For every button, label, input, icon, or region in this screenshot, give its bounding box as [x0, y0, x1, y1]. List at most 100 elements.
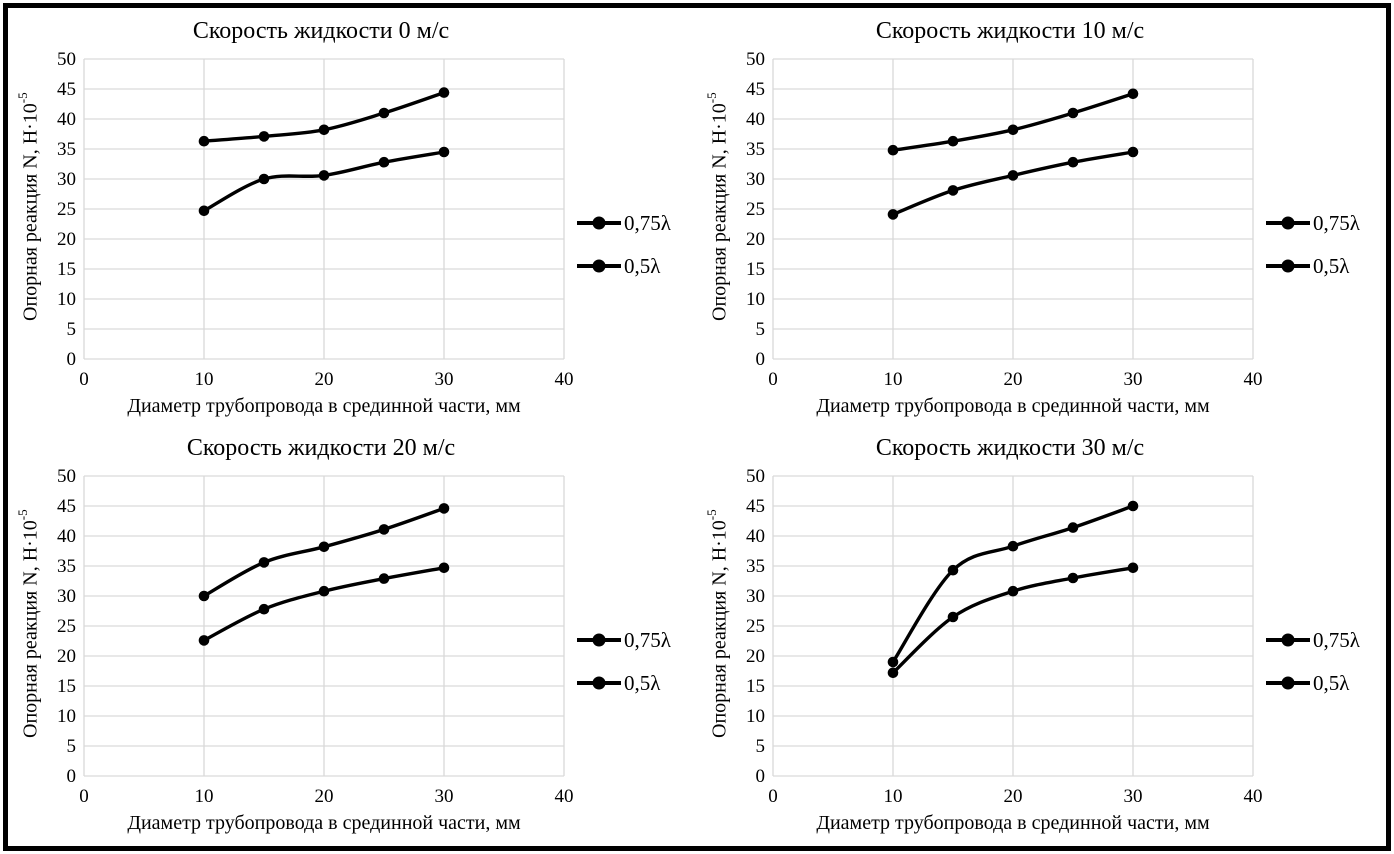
- y-tick-label: 35: [746, 556, 765, 577]
- y-tick-label: 50: [57, 49, 76, 70]
- data-point: [1067, 108, 1079, 119]
- y-axis-label-text: Опорная реакция N, Н·10: [708, 104, 731, 322]
- y-tick-label: 35: [746, 139, 765, 160]
- y-axis-label: Опорная реакция N, Н·10-5: [8, 49, 42, 395]
- legend-line-marker-icon: [577, 259, 621, 273]
- data-point: [1067, 522, 1079, 534]
- y-tick-label: 40: [57, 109, 76, 130]
- data-point: [887, 145, 899, 156]
- gridlines: [772, 475, 1254, 778]
- plot-area-20ms: 0 10 20 30 40 0 5 10 15 20 25 30 35 40 45 50: [57, 466, 574, 807]
- y-tick-label: 5: [756, 319, 766, 340]
- data-point: [258, 174, 270, 185]
- data-point: [1007, 586, 1019, 597]
- legend-line-marker-icon: [577, 633, 621, 647]
- data-point: [378, 524, 390, 536]
- chart-title-30ms: Скорость жидкости 30 м/с: [875, 435, 1145, 461]
- y-axis-label-exponent: -5: [704, 510, 719, 521]
- y-tick-label: 0: [756, 349, 766, 370]
- figure-frame: [3, 3, 1391, 851]
- legend-label: 0,5λ: [624, 253, 661, 278]
- y-tick-label: 25: [57, 616, 76, 637]
- y-tick-label: 45: [746, 496, 765, 517]
- y-tick-label: 25: [746, 616, 765, 637]
- y-tick-label: 0: [756, 766, 766, 787]
- x-axis-label: Диаметр трубопровода в срединной части, …: [127, 395, 521, 418]
- x-tick-label: 30: [1124, 369, 1143, 390]
- legend-line-marker-icon: [1266, 216, 1310, 230]
- plot-area-0ms: 0 10 20 30 40 0 5 10 15 20 25 30 35 40 45 50: [57, 49, 574, 390]
- y-tick-label: 5: [756, 736, 766, 757]
- chart-panel-30ms: Скорость жидкости 30 м/с Опорная реакция…: [697, 429, 1386, 846]
- y-axis-label: Опорная реакция N, Н·10-5: [8, 466, 42, 812]
- y-tick-labels: 0 5 10 15 20 25 30 35 40 45 50: [57, 466, 76, 787]
- series-line-075: [891, 504, 1135, 665]
- plot-row: Опорная реакция N, Н·10-5 0 10 20 30 40 0 5 10 1…: [697, 49, 1263, 395]
- plot-row: Опорная реакция N, Н·10-5 0 10 20 30 40 0 5 10 1…: [8, 466, 574, 812]
- y-tick-label: 0: [67, 349, 77, 370]
- data-point: [947, 185, 959, 197]
- y-axis-label: Опорная реакция N, Н·10-5: [697, 466, 731, 812]
- x-tick-label: 0: [768, 369, 778, 390]
- y-tick-label: 25: [746, 199, 765, 220]
- gridlines: [83, 475, 565, 778]
- legend-label: 0,75λ: [624, 210, 671, 235]
- y-tick-label: 10: [57, 289, 76, 310]
- x-tick-label: 10: [884, 786, 903, 807]
- plot-row: Опорная реакция N, Н·10-5 0 10 20 30 40 0 5 10 1…: [8, 49, 574, 395]
- data-point: [258, 604, 270, 615]
- y-tick-label: 10: [746, 706, 765, 727]
- y-tick-label: 40: [746, 109, 765, 130]
- chart-title-20ms: Скорость жидкости 20 м/с: [186, 435, 456, 461]
- legend-item-075: 0,75λ: [576, 628, 697, 653]
- y-axis-label-exponent: -5: [704, 93, 719, 104]
- y-tick-label: 30: [746, 169, 765, 190]
- y-tick-label: 30: [57, 586, 76, 607]
- data-point: [887, 667, 899, 679]
- legend-10ms: 0,75λ 0,5λ: [1263, 12, 1386, 429]
- y-axis-label-exponent: -5: [15, 93, 30, 104]
- y-tick-label: 20: [57, 646, 76, 667]
- series-markers-075: [887, 501, 1139, 668]
- y-axis-label-text: Опорная реакция N, Н·10: [19, 104, 42, 322]
- x-tick-label: 0: [768, 786, 778, 807]
- legend-0ms: 0,75λ 0,5λ: [574, 12, 697, 429]
- y-tick-label: 20: [746, 646, 765, 667]
- x-tick-label: 40: [1244, 369, 1263, 390]
- data-point: [258, 557, 270, 569]
- data-point: [318, 541, 330, 553]
- data-point: [887, 209, 899, 221]
- x-tick-label: 40: [555, 786, 574, 807]
- data-point: [947, 612, 959, 623]
- x-tick-label: 40: [555, 369, 574, 390]
- y-tick-label: 40: [57, 526, 76, 547]
- data-point: [887, 657, 899, 668]
- y-tick-label: 20: [57, 229, 76, 250]
- series-markers-075: [198, 503, 450, 602]
- data-point: [438, 503, 450, 515]
- y-tick-label: 25: [57, 199, 76, 220]
- y-tick-label: 15: [746, 676, 765, 697]
- y-tick-label: 50: [57, 466, 76, 487]
- x-tick-label: 20: [1004, 786, 1023, 807]
- y-tick-label: 15: [57, 676, 76, 697]
- data-point: [1007, 541, 1019, 552]
- legend-item-075: 0,75λ: [1265, 628, 1386, 653]
- y-tick-label: 45: [746, 79, 765, 100]
- legend-label: 0,75λ: [624, 627, 671, 652]
- legend-20ms: 0,75λ 0,5λ: [574, 429, 697, 846]
- y-tick-label: 5: [67, 736, 77, 757]
- y-tick-label: 45: [57, 79, 76, 100]
- legend-item-05: 0,5λ: [576, 671, 697, 696]
- y-tick-label: 35: [57, 139, 76, 160]
- y-tick-label: 35: [57, 556, 76, 577]
- x-tick-label: 30: [435, 786, 454, 807]
- legend-label: 0,75λ: [1313, 627, 1360, 652]
- legend-line-marker-icon: [577, 676, 621, 690]
- y-tick-label: 50: [746, 466, 765, 487]
- data-point: [198, 136, 210, 147]
- legend-item-05: 0,5λ: [1265, 254, 1386, 279]
- y-tick-label: 50: [746, 49, 765, 70]
- gridlines: [83, 58, 565, 361]
